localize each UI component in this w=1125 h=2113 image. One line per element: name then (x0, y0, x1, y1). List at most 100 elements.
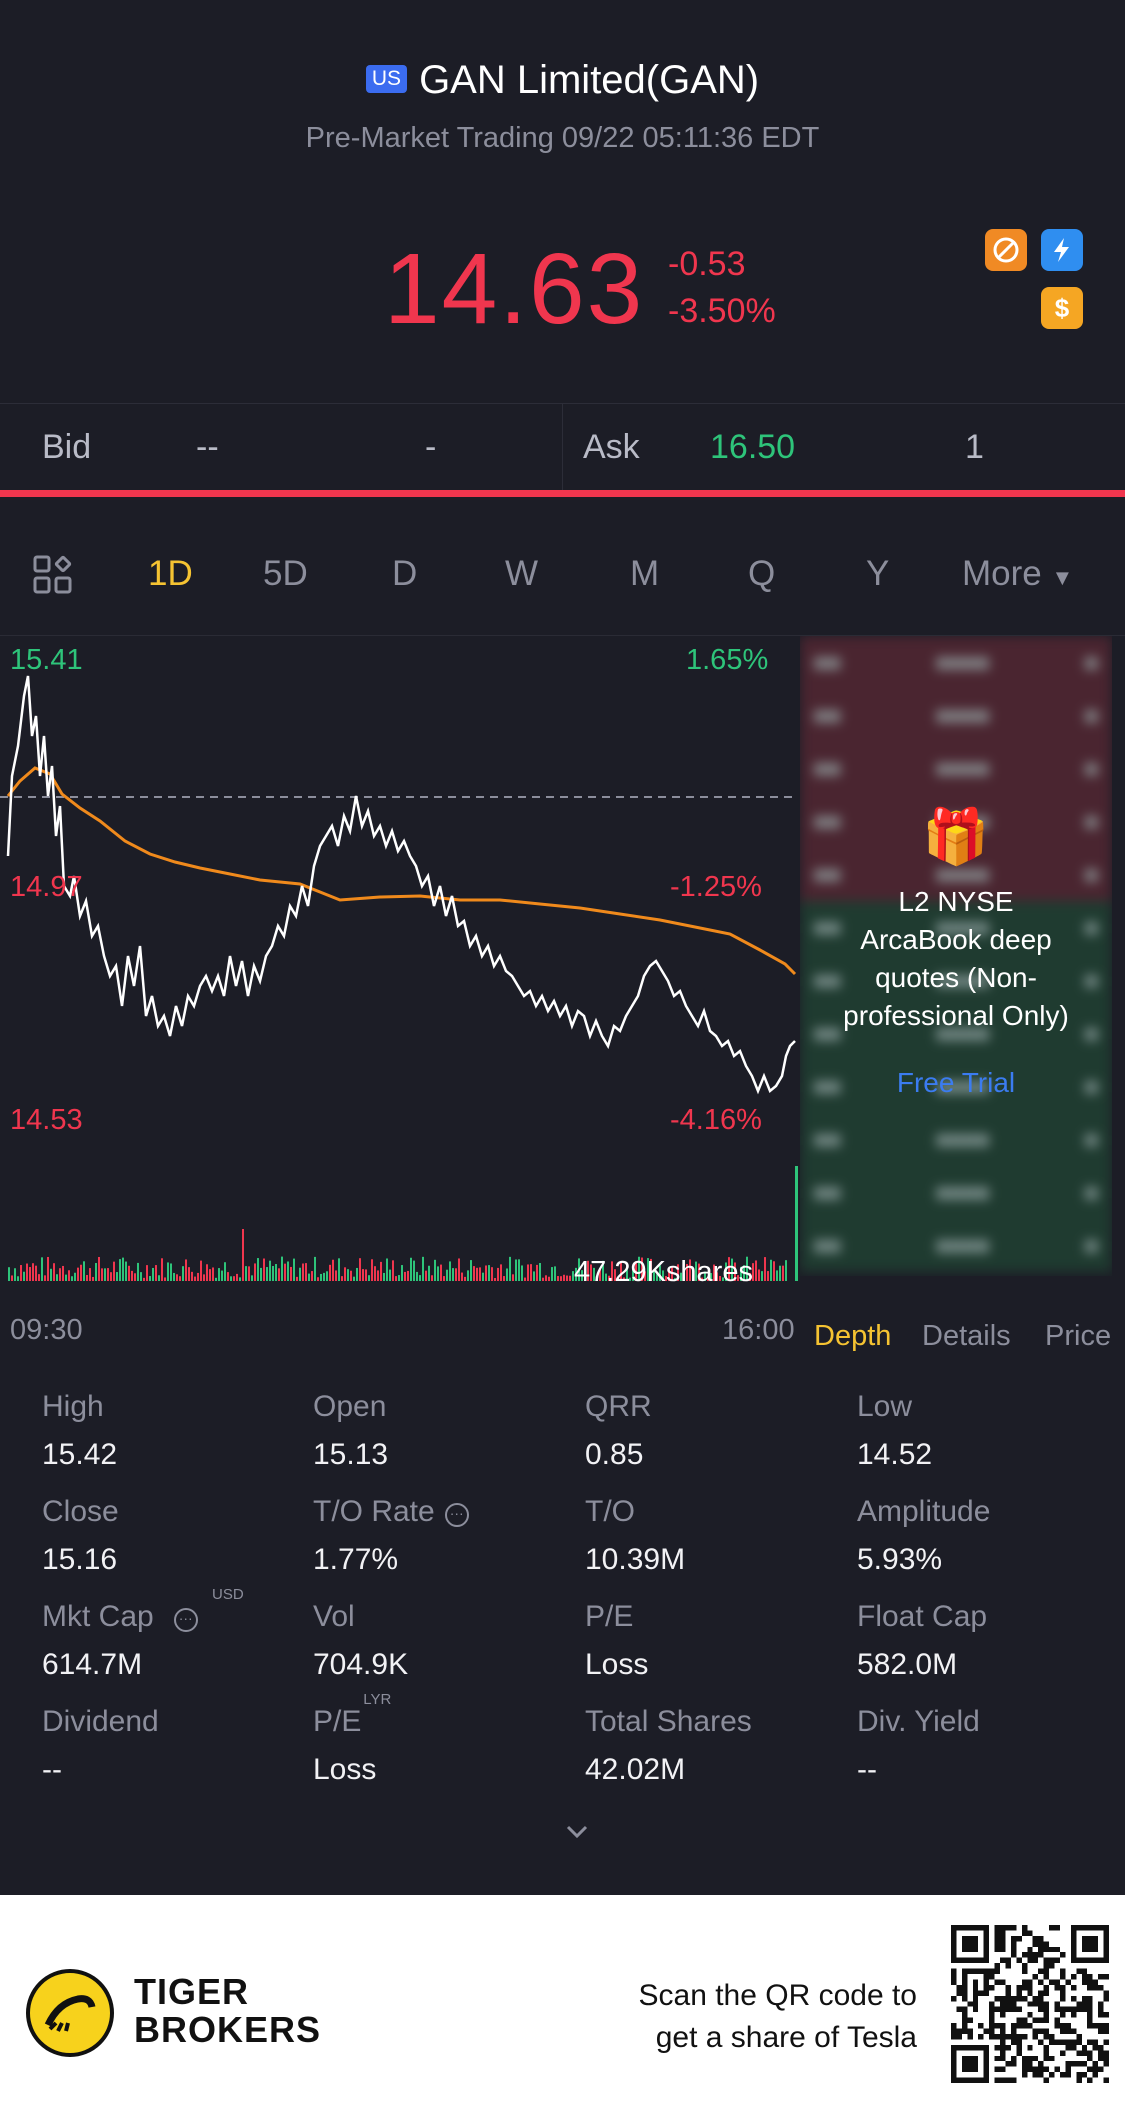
caret-down-icon: ▼ (1051, 565, 1074, 590)
expand-chevron-icon[interactable] (565, 1820, 589, 1844)
no-short-icon[interactable] (985, 229, 1027, 271)
stats-grid: High 15.42 Open 15.13 QRR 0.85 Low 14.52 Clo… (0, 1390, 1125, 1840)
depth-promo: 🎁 L2 NYSE ArcaBook deep quotes (Non-prof… (800, 806, 1112, 1099)
volume-bar (698, 1263, 700, 1281)
volume-bar (59, 1268, 61, 1281)
volume-bar (731, 1258, 733, 1281)
tab-month[interactable]: M (630, 554, 660, 593)
volume-bar (770, 1259, 772, 1281)
tab-depth[interactable]: Depth (814, 1320, 892, 1352)
volume-bar (614, 1269, 616, 1281)
volume-bar (764, 1257, 766, 1281)
tab-more[interactable]: More ▼ (962, 554, 1073, 594)
tab-1d[interactable]: 1D (148, 554, 193, 593)
volume-bar (350, 1270, 352, 1281)
volume-bar (119, 1259, 121, 1281)
stat-low: Low 14.52 (857, 1390, 933, 1471)
tiger-logo (26, 1969, 114, 2057)
depth-blurred-book: ■■ ■■■■ ■ ■■ ■■■■ ■ ■■ ■■■■ ■ ■■ ■■■■ ■ ■■ ■■■■ ■ … (800, 636, 1112, 1276)
volume-bar (422, 1256, 424, 1281)
time-end: 16:00 (722, 1314, 795, 1346)
volume-bar (197, 1272, 199, 1281)
volume-bar (194, 1276, 196, 1281)
more-info-icon[interactable]: ··· (444, 1503, 469, 1527)
volume-bar (89, 1268, 91, 1281)
average-price-line (6, 766, 797, 976)
bid-label: Bid (42, 428, 92, 466)
volume-bar (221, 1270, 223, 1281)
ask-label: Ask (583, 428, 640, 466)
volume-bar (707, 1277, 709, 1281)
stat-total-shares: Total Shares 42.02M (585, 1705, 752, 1786)
volume-bar (521, 1265, 523, 1281)
volume-bar (308, 1273, 310, 1281)
brand-line-2: BROKERS (134, 2009, 322, 2050)
free-trial-link[interactable]: Free Trial (896, 1067, 1016, 1098)
bid-ask-divider (562, 404, 563, 494)
volume-bar (686, 1264, 688, 1281)
volume-bar (434, 1259, 436, 1281)
volume-bar (329, 1264, 331, 1281)
scan-line-1: Scan the QR code to (638, 1979, 918, 2012)
volume-bar (779, 1265, 781, 1281)
intraday-chart[interactable]: 15.41 14.97 14.53 1.65% -1.25% -4.16% 47… (0, 636, 800, 1346)
volume-bar (356, 1267, 358, 1281)
percent-axis-bottom: -4.16% (670, 1104, 762, 1136)
dollar-icon[interactable]: $ (1041, 287, 1083, 329)
tab-price[interactable]: Price (1045, 1320, 1112, 1352)
tab-5d[interactable]: 5D (263, 554, 308, 593)
time-start: 09:30 (10, 1314, 83, 1346)
volume-bar (683, 1272, 685, 1281)
volume-bar (83, 1261, 85, 1281)
volume-bar (179, 1276, 181, 1281)
bid-ask-bar: Bid -- - Ask 16.50 1 (0, 403, 1125, 494)
volume-bar (377, 1270, 379, 1281)
volume-bar (758, 1269, 760, 1281)
volume-bar (626, 1268, 628, 1281)
volume-bar (659, 1265, 661, 1281)
lightning-icon[interactable] (1041, 229, 1083, 271)
volume-bar (539, 1263, 541, 1281)
chart-layout-icon[interactable] (33, 555, 73, 595)
volume-bar (596, 1275, 598, 1281)
stat-to-rate: T/O Rate ··· 1.77% (313, 1495, 573, 1577)
volume-bar (320, 1273, 322, 1281)
depth-panel[interactable]: ■■ ■■■■ ■ ■■ ■■■■ ■ ■■ ■■■■ ■ ■■ ■■■■ ■ ■■ ■■■■ ■ … (800, 636, 1112, 1276)
volume-bar (656, 1274, 658, 1281)
volume-bar (170, 1263, 172, 1281)
volume-bar (146, 1265, 148, 1281)
footer-ad[interactable]: TIGER BROKERS Scan the QR code to get a … (0, 1895, 1125, 2113)
depth-tabs: Depth Details Price (800, 1310, 1125, 1360)
tab-more-label: More (962, 554, 1042, 593)
volume-bar (524, 1277, 526, 1281)
tab-details[interactable]: Details (922, 1320, 1011, 1352)
volume-bar (50, 1268, 52, 1281)
bid-size: - (425, 428, 437, 466)
stat-dividend: Dividend -- (42, 1705, 159, 1786)
volume-bar (653, 1269, 655, 1281)
tab-day[interactable]: D (392, 554, 418, 593)
market-badge: US (365, 65, 408, 93)
volume-bar (497, 1267, 499, 1281)
volume-bar (563, 1274, 565, 1281)
volume-bar (296, 1276, 298, 1281)
volume-bar (503, 1276, 505, 1281)
volume-bar (611, 1261, 613, 1281)
volume-label: 47.29Kshares (574, 1256, 753, 1288)
volume-bar (206, 1264, 208, 1281)
lyr-sup: LYR (363, 1691, 392, 1708)
tab-quarter[interactable]: Q (748, 554, 776, 593)
tab-year[interactable]: Y (866, 554, 890, 593)
volume-bar (617, 1277, 619, 1281)
volume-bar (158, 1275, 160, 1281)
volume-bar (440, 1264, 442, 1281)
volume-bar (425, 1270, 427, 1281)
more-info-icon[interactable]: ··· (173, 1608, 198, 1632)
volume-bar (269, 1260, 271, 1281)
volume-bar (776, 1270, 778, 1281)
volume-bar (437, 1266, 439, 1281)
volume-bar (242, 1229, 244, 1281)
volume-bar (518, 1259, 520, 1281)
volume-bar (164, 1277, 166, 1281)
tab-week[interactable]: W (505, 554, 539, 593)
